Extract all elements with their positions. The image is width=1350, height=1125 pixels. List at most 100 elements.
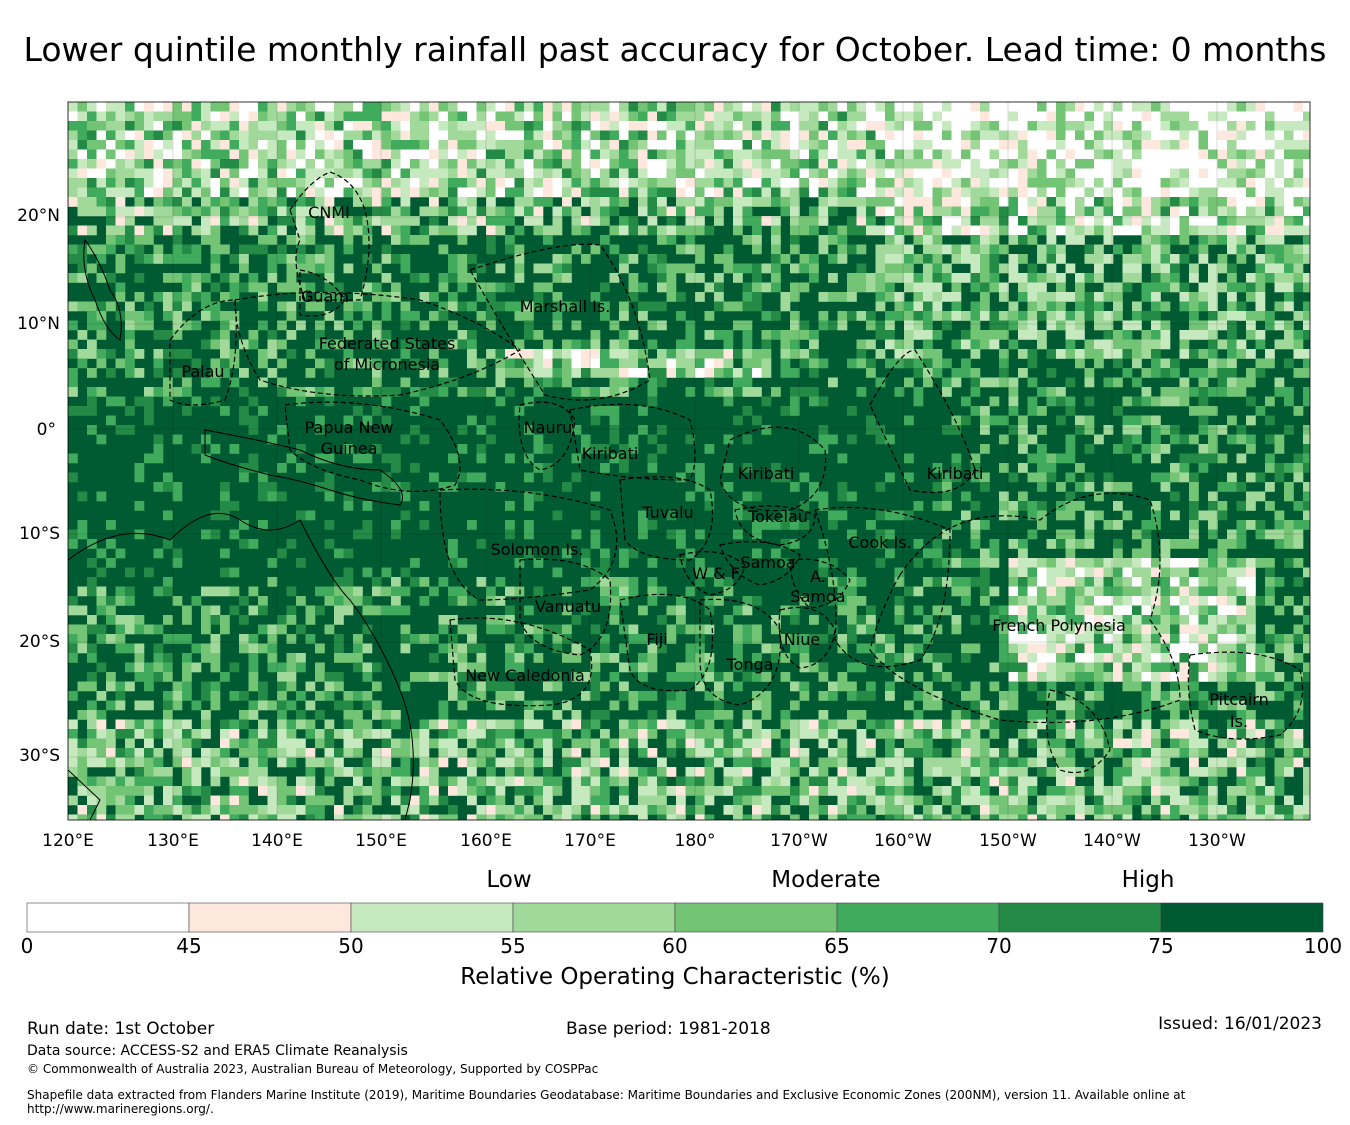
eez-marshall <box>469 243 651 401</box>
eez-png <box>284 401 461 492</box>
lon-tick-150E: 150°E <box>355 831 407 851</box>
data-source: Data source: ACCESS-S2 and ERA5 Climate … <box>27 1043 408 1059</box>
cbar-tick-75: 75 <box>1148 934 1174 958</box>
shapefile-credit-1: Shapefile data extracted from Flanders M… <box>27 1088 1186 1102</box>
colorbar-bin-70-75 <box>998 902 1162 933</box>
lat-tick-0: 0° <box>36 420 56 440</box>
eez-kiribati-phoenix <box>719 426 827 512</box>
eez-cook <box>814 506 951 668</box>
lat-tick-20S: 20°S <box>19 632 60 652</box>
cbar-tick-65: 65 <box>824 934 850 958</box>
eez-vanuatu <box>519 558 612 656</box>
region-label: Tonga <box>726 655 774 674</box>
colorbar-bin-65-70 <box>836 902 1000 933</box>
lon-tick-130E: 130°E <box>147 831 199 851</box>
lon-tick-170W: 170°W <box>770 831 828 851</box>
issued-date: Issued: 16/01/2023 <box>1158 1014 1322 1034</box>
region-label: A. <box>810 567 826 586</box>
colorbar-bin-60-65 <box>674 902 838 933</box>
new-zealand-coast <box>68 769 101 820</box>
lon-tick-150W: 150°W <box>979 831 1037 851</box>
region-label: Pitcairn <box>1209 690 1269 709</box>
region-label: Vanuatu <box>535 597 601 616</box>
lon-tick-140W: 140°W <box>1083 831 1141 851</box>
region-label: New Caledonia <box>465 666 585 685</box>
region-label: Kiribati <box>738 464 795 483</box>
philippines-coast <box>83 238 122 341</box>
shapefile-credit-2: http://www.marineregions.org/. <box>27 1102 214 1116</box>
map-frame <box>67 101 1311 821</box>
region-label: Federated States <box>319 334 456 353</box>
eez-wallis-futuna <box>679 551 746 596</box>
lat-tick-30S: 30°S <box>19 746 60 766</box>
category-low: Low <box>486 867 532 893</box>
eez-fsm <box>234 291 522 397</box>
category-moderate: Moderate <box>771 867 881 893</box>
region-label: Solomon Is. <box>491 540 584 559</box>
region-label: Niue <box>784 630 820 649</box>
map-gridlines <box>68 102 1310 820</box>
eez-french-polynesia <box>869 492 1181 724</box>
eez-kiribati-line <box>869 349 976 494</box>
region-label: Nauru <box>524 418 573 437</box>
region-label: Guinea <box>321 439 378 458</box>
run-date: Run date: 1st October <box>27 1019 215 1039</box>
region-label: CNMI <box>308 203 350 222</box>
region-label: Papua New <box>305 418 394 437</box>
chart-title: Lower quintile monthly rainfall past acc… <box>23 30 1327 69</box>
eez-solomon <box>439 488 618 601</box>
cbar-tick-60: 60 <box>662 934 688 958</box>
eez-fiji <box>619 593 714 692</box>
region-label: Tokelau <box>747 507 808 526</box>
lat-tick-10N: 10°N <box>17 314 60 334</box>
region-labels: CNMI Guam Marshall Is. Federated States of M… <box>181 203 1268 731</box>
region-label: French Polynesia <box>992 616 1126 635</box>
eez-tonga <box>699 598 782 706</box>
cbar-tick-45: 45 <box>176 934 202 958</box>
eez-cnmi <box>289 171 370 301</box>
colorbar-label: Relative Operating Characteristic (%) <box>460 964 890 990</box>
lon-tick-180: 180° <box>674 831 716 851</box>
eez-kiribati-west <box>569 403 696 481</box>
colorbar <box>26 902 1324 933</box>
region-label: Is. <box>1230 712 1248 731</box>
cbar-tick-55: 55 <box>500 934 526 958</box>
colorbar-bin-50-55 <box>350 902 514 933</box>
lon-tick-130W: 130°W <box>1188 831 1246 851</box>
region-label: Samoa <box>790 587 845 606</box>
region-label: Cook Is. <box>848 533 911 552</box>
region-label: Palau <box>181 362 224 381</box>
eez-guam <box>299 269 346 317</box>
map-area: CNMI Guam Marshall Is. Federated States of M… <box>68 102 1310 820</box>
colorbar-bin-55-60 <box>512 902 676 933</box>
region-label: Tuvalu <box>641 503 693 522</box>
colorbar-bin-0-45 <box>26 902 190 933</box>
cbar-tick-0: 0 <box>20 934 34 958</box>
base-period: Base period: 1981-2018 <box>566 1019 771 1039</box>
lon-tick-170E: 170°E <box>564 831 616 851</box>
region-label: Fiji <box>646 630 667 649</box>
cbar-tick-50: 50 <box>338 934 364 958</box>
colorbar-bin-75-100 <box>1160 902 1324 933</box>
lon-tick-140E: 140°E <box>251 831 303 851</box>
accuracy-raster <box>68 102 1310 820</box>
cbar-tick-70: 70 <box>986 934 1012 958</box>
eez-american-samoa <box>789 558 851 609</box>
category-high: High <box>1121 867 1175 893</box>
cbar-tick-100: 100 <box>1303 934 1343 958</box>
region-label: Guam <box>301 287 349 306</box>
eez-french-polynesia-south <box>1046 689 1111 774</box>
copyright: © Commonwealth of Australia 2023, Austra… <box>27 1062 599 1076</box>
lon-tick-160W: 160°W <box>874 831 932 851</box>
eez-boundaries <box>169 171 1304 774</box>
region-label: Kiribati <box>582 444 639 463</box>
eez-nauru <box>518 401 576 471</box>
lon-tick-160E: 160°E <box>460 831 512 851</box>
eez-pitcairn <box>1187 651 1304 740</box>
australia-coast <box>68 512 414 820</box>
region-label: W & F <box>692 564 740 583</box>
region-label: Kiribati <box>927 464 984 483</box>
new-guinea-coast <box>204 429 403 506</box>
eez-tuvalu <box>619 476 714 561</box>
